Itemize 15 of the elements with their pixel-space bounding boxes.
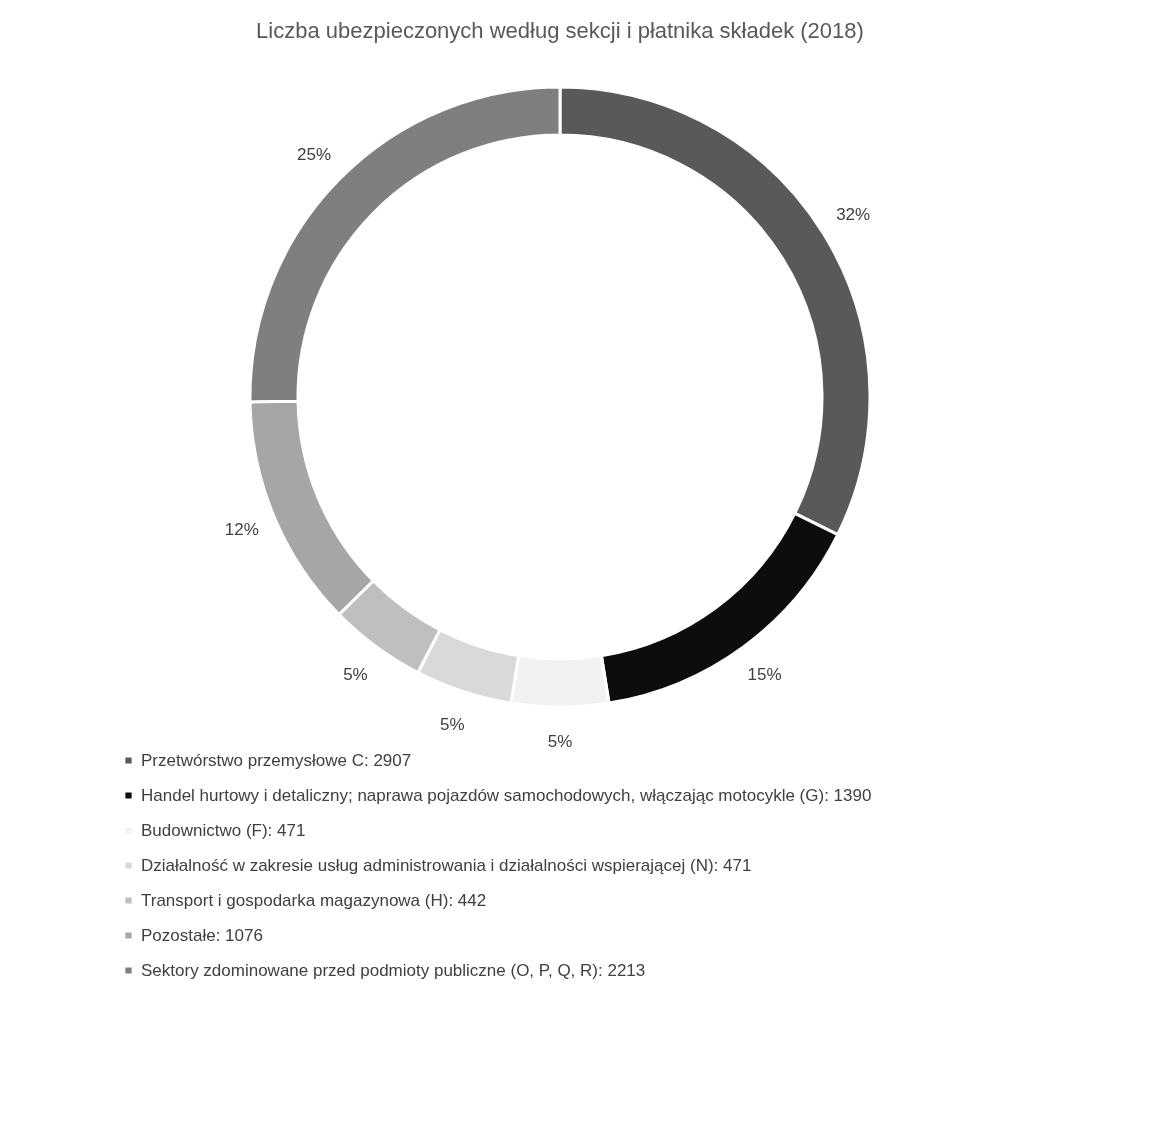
data-label: 25% xyxy=(297,144,332,164)
data-label: 12% xyxy=(224,520,259,540)
legend-label: Działalność w zakresie usług administrowania i działalności wspierającej (N): 471 xyxy=(141,855,752,875)
data-label: 5% xyxy=(547,732,573,751)
data-label: 32% xyxy=(836,205,871,225)
legend-label: Handel hurtowy i detaliczny; naprawa pojazdów samochodowych, włączając motocykle (G): 1390 xyxy=(141,785,872,805)
legend-label: Budownictwo (F): 471 xyxy=(141,820,306,840)
data-label: 5% xyxy=(343,664,368,684)
data-label: 15% xyxy=(747,664,782,684)
legend-label: Przetwórstwo przemysłowe C: 2907 xyxy=(141,750,412,770)
legend-label: Sektory zdominowane przed podmioty publiczne (O, P, Q, R): 2213 xyxy=(141,960,646,980)
data-label: 5% xyxy=(440,714,465,734)
legend-label: Pozostałe: 1076 xyxy=(141,925,263,945)
legend-label: Transport i gospodarka magazynowa (H): 442 xyxy=(141,890,487,910)
chart-title: Liczba ubezpieczonych według sekcji i płatnika składek (2018) xyxy=(256,18,864,43)
